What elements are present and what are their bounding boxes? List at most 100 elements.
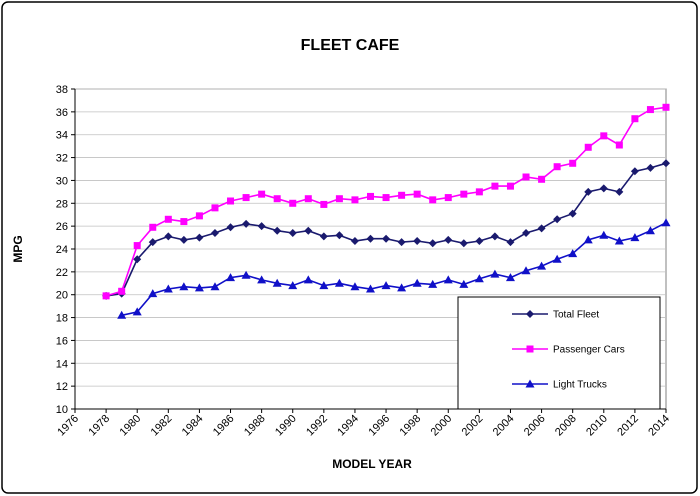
data-point-total-fleet	[553, 215, 562, 224]
data-point-light-trucks	[226, 273, 236, 282]
data-point-light-trucks	[459, 279, 469, 288]
series-total-fleet	[102, 159, 670, 300]
data-point-light-trucks	[381, 281, 391, 290]
legend-marker-total-fleet	[526, 310, 534, 318]
data-point-total-fleet	[382, 234, 391, 243]
data-point-passenger-cars	[195, 212, 203, 220]
data-point-total-fleet	[506, 238, 515, 247]
legend-label-light-trucks: Light Trucks	[553, 380, 607, 391]
data-point-passenger-cars	[289, 199, 297, 207]
data-point-passenger-cars	[600, 132, 608, 140]
data-point-passenger-cars	[522, 173, 530, 181]
data-point-passenger-cars	[569, 159, 577, 167]
y-tick-label: 24	[56, 244, 68, 256]
chart-title: FLEET CAFE	[301, 37, 400, 54]
data-point-light-trucks	[552, 254, 562, 263]
y-tick-label: 30	[56, 175, 68, 187]
y-tick-label: 18	[56, 313, 68, 325]
y-tick-label: 38	[56, 84, 68, 96]
data-point-total-fleet	[459, 239, 468, 248]
data-point-total-fleet	[210, 229, 219, 237]
series-layer	[102, 103, 671, 319]
y-tick-label: 26	[56, 221, 68, 233]
data-point-total-fleet	[273, 226, 282, 235]
y-tick-label: 32	[56, 153, 68, 165]
data-point-light-trucks	[428, 279, 438, 288]
data-point-passenger-cars	[180, 218, 188, 226]
data-point-light-trucks	[319, 281, 329, 290]
legend: Total Fleet Passenger Cars Light Trucks	[457, 296, 661, 410]
y-tick-label: 34	[56, 130, 68, 142]
data-point-total-fleet	[568, 209, 577, 218]
data-point-passenger-cars	[367, 192, 374, 200]
data-point-light-trucks	[179, 282, 189, 291]
data-point-light-trucks	[583, 235, 593, 244]
data-point-passenger-cars	[646, 106, 654, 114]
data-point-total-fleet	[304, 226, 313, 235]
data-point-total-fleet	[428, 239, 437, 248]
y-tick-label: 36	[56, 107, 68, 119]
data-point-total-fleet	[195, 233, 204, 242]
data-point-total-fleet	[179, 235, 188, 244]
data-point-total-fleet	[599, 184, 608, 193]
y-tick-label: 16	[56, 335, 68, 347]
data-point-passenger-cars	[102, 292, 110, 300]
data-point-light-trucks	[412, 278, 422, 287]
data-point-total-fleet	[148, 238, 157, 247]
data-point-total-fleet	[413, 237, 422, 245]
legend-marker-light-trucks	[525, 379, 535, 388]
data-point-passenger-cars	[538, 175, 546, 183]
series-passenger-cars	[102, 103, 670, 300]
data-point-passenger-cars	[429, 196, 437, 204]
data-point-passenger-cars	[211, 204, 219, 212]
legend-label-total-fleet: Total Fleet	[553, 310, 599, 321]
data-point-light-trucks	[148, 289, 158, 298]
data-point-light-trucks	[303, 275, 313, 284]
data-point-passenger-cars	[631, 115, 639, 123]
data-point-passenger-cars	[304, 195, 312, 203]
data-point-passenger-cars	[475, 188, 483, 196]
data-point-total-fleet	[615, 187, 624, 196]
data-point-light-trucks	[614, 236, 624, 245]
data-point-total-fleet	[335, 231, 344, 240]
data-point-light-trucks	[661, 218, 671, 227]
data-point-passenger-cars	[398, 191, 406, 199]
data-point-passenger-cars	[242, 194, 250, 202]
data-point-passenger-cars	[149, 223, 157, 231]
data-point-total-fleet	[630, 167, 639, 176]
data-point-passenger-cars	[335, 195, 343, 203]
data-point-total-fleet	[475, 237, 484, 245]
y-tick-label: 14	[56, 358, 68, 370]
data-point-light-trucks	[630, 233, 640, 242]
data-point-total-fleet	[522, 229, 531, 237]
data-point-total-fleet	[444, 235, 453, 244]
data-point-passenger-cars	[351, 196, 359, 204]
data-point-light-trucks	[568, 249, 578, 258]
data-point-light-trucks	[163, 284, 173, 293]
y-axis-label: MPG	[11, 235, 25, 262]
data-point-total-fleet	[288, 229, 297, 237]
data-point-total-fleet	[584, 187, 593, 196]
data-point-passenger-cars	[118, 287, 126, 295]
data-point-light-trucks	[241, 270, 251, 279]
data-point-passenger-cars	[413, 190, 421, 198]
data-point-passenger-cars	[506, 182, 514, 190]
data-point-light-trucks	[272, 278, 282, 287]
data-point-passenger-cars	[491, 182, 499, 190]
data-point-passenger-cars	[615, 141, 623, 149]
legend-label-passenger-cars: Passenger Cars	[553, 345, 625, 356]
y-tick-label: 20	[56, 290, 68, 302]
data-point-light-trucks	[397, 283, 407, 292]
data-point-total-fleet	[662, 159, 670, 168]
data-point-light-trucks	[257, 275, 267, 284]
data-point-total-fleet	[133, 255, 142, 264]
data-point-total-fleet	[164, 232, 173, 241]
data-point-total-fleet	[226, 223, 235, 232]
data-point-light-trucks	[366, 284, 375, 293]
data-point-light-trucks	[505, 273, 515, 282]
data-point-total-fleet	[242, 219, 251, 228]
data-point-light-trucks	[210, 282, 220, 291]
data-point-total-fleet	[646, 163, 655, 172]
data-point-total-fleet	[319, 232, 328, 241]
